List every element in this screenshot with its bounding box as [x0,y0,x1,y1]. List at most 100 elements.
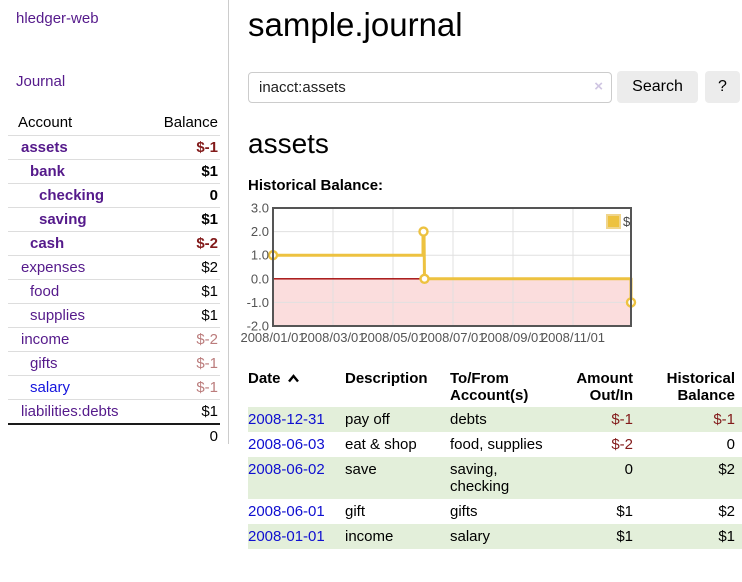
register-row[interactable]: 2008-01-01 income salary $1 $1 [248,524,742,549]
transaction-accounts: food, supplies [450,436,543,453]
account-row: saving $1 [8,207,220,232]
transaction-description: pay off [345,411,390,428]
legend-swatch [606,214,621,229]
svg-text:0.0: 0.0 [251,271,269,286]
account-link-expenses[interactable]: expenses [21,259,86,276]
transaction-date-link[interactable]: 2008-12-31 [248,411,325,428]
transaction-balance: $2 [718,503,735,520]
account-link-supplies[interactable]: supplies [30,307,86,324]
chart-legend: $ [606,214,631,229]
account-row: salary $-1 [8,375,220,400]
accounts-table-header: Account Balance [8,111,220,136]
transaction-description: income [345,528,394,545]
search-form: × Search ? [248,71,742,103]
sidebar: hledger-web Journal Account Balance asse… [0,0,228,448]
account-link-bank[interactable]: bank [30,163,66,180]
register-row[interactable]: 2008-06-02 save saving, checking 0 $2 [248,457,742,499]
register-header-accounts: To/From Account(s) [450,370,529,404]
transaction-description: eat & shop [345,436,417,453]
accounts-header-account: Account [18,114,73,131]
transaction-amount: $1 [616,503,633,520]
account-link-liabilities-debts[interactable]: liabilities:debts [21,403,119,420]
search-input[interactable] [248,71,612,103]
account-balance: $1 [147,159,220,184]
legend-label: $ [623,214,631,229]
svg-text:2008/09/01: 2008/09/01 [480,330,545,345]
clear-search-icon[interactable]: × [594,77,603,95]
transaction-amount: 0 [624,461,633,478]
transaction-date-link[interactable]: 2008-01-01 [248,528,325,545]
transaction-date-link[interactable]: 2008-06-03 [248,436,325,453]
chart-x-axis: 2008/01/01 2008/03/01 2008/05/01 2008/07… [240,330,605,345]
account-balance: $-2 [147,231,220,256]
account-balance: $1 [147,279,220,304]
account-link-salary[interactable]: salary [30,379,71,396]
account-balance: $-1 [147,375,220,400]
account-balance: $-1 [147,135,220,160]
transaction-balance: 0 [726,436,735,453]
svg-text:2008/05/01: 2008/05/01 [360,330,425,345]
sidebar-item-journal[interactable]: Journal [16,73,66,90]
account-row: supplies $1 [8,303,220,328]
svg-text:-2.0: -2.0 [247,319,269,334]
register-row[interactable]: 2008-06-01 gift gifts $1 $2 [248,499,742,524]
transaction-accounts: debts [450,411,487,428]
register-header-description: Description [345,370,428,387]
transaction-description: save [345,461,377,478]
search-button[interactable]: Search [617,71,698,103]
account-link-cash[interactable]: cash [30,235,65,252]
account-link-gifts[interactable]: gifts [30,355,58,372]
svg-text:-1.0: -1.0 [247,295,269,310]
chart-border [272,207,632,327]
register-row[interactable]: 2008-06-03 eat & shop food, supplies $-2… [248,432,742,457]
account-balance: $2 [147,255,220,280]
main-content: sample.journal × Search ? assets Histori… [240,0,742,549]
account-row: expenses $2 [8,255,220,280]
accounts-total-value: 0 [8,423,220,448]
account-balance: $-1 [147,351,220,376]
svg-text:2.0: 2.0 [251,224,269,239]
sidebar-divider [228,0,229,444]
svg-text:2008/07/01: 2008/07/01 [420,330,485,345]
sort-ascending-icon [287,374,299,383]
register-table: Date Description To/From Account(s) Amou… [248,368,742,549]
page-title: sample.journal [248,6,463,43]
account-balance: $-2 [147,327,220,352]
brand-link[interactable]: hledger-web [16,10,99,27]
register-header-balance: Historical Balance [666,370,735,404]
chart-label: Historical Balance: [248,177,384,194]
account-row: food $1 [8,279,220,304]
account-balance: 0 [147,183,220,208]
register-header-row: Date Description To/From Account(s) Amou… [248,368,742,407]
register-header-amount: Amount Out/In [576,370,633,404]
historical-balance-chart[interactable]: $ 3.0 2.0 1.0 0.0 -1.0 -2.0 2008/01/01 2… [240,201,642,351]
account-link-assets[interactable]: assets [21,139,68,156]
transaction-accounts: gifts [450,503,478,520]
svg-text:2008/11/01: 2008/11/01 [541,330,605,345]
account-balance: $1 [147,207,220,232]
account-row: assets $-1 [8,135,220,160]
svg-text:1.0: 1.0 [251,248,269,263]
account-link-checking[interactable]: checking [39,187,105,204]
svg-text:3.0: 3.0 [251,201,269,216]
accounts-header-balance: Balance [163,114,218,131]
register-row[interactable]: 2008-12-31 pay off debts $-1 $-1 [248,407,742,432]
account-link-saving[interactable]: saving [39,211,87,228]
svg-text:2008/01/01: 2008/01/01 [240,330,305,345]
transaction-date-link[interactable]: 2008-06-02 [248,461,325,478]
transaction-balance: $-1 [713,411,735,428]
account-row: income $-2 [8,327,220,352]
transaction-amount: $-2 [611,436,633,453]
transaction-balance: $2 [718,461,735,478]
register-header-date-label: Date [248,370,281,387]
register-header-date[interactable]: Date [248,368,345,407]
account-link-food[interactable]: food [30,283,60,300]
transaction-date-link[interactable]: 2008-06-01 [248,503,325,520]
account-link-income[interactable]: income [21,331,70,348]
svg-text:2008/03/01: 2008/03/01 [300,330,365,345]
account-balance: $1 [147,303,220,328]
accounts-table: Account Balance assets $-1 bank $1 check… [8,111,220,448]
account-row: gifts $-1 [8,351,220,376]
help-button[interactable]: ? [705,71,740,103]
transaction-balance: $1 [718,528,735,545]
